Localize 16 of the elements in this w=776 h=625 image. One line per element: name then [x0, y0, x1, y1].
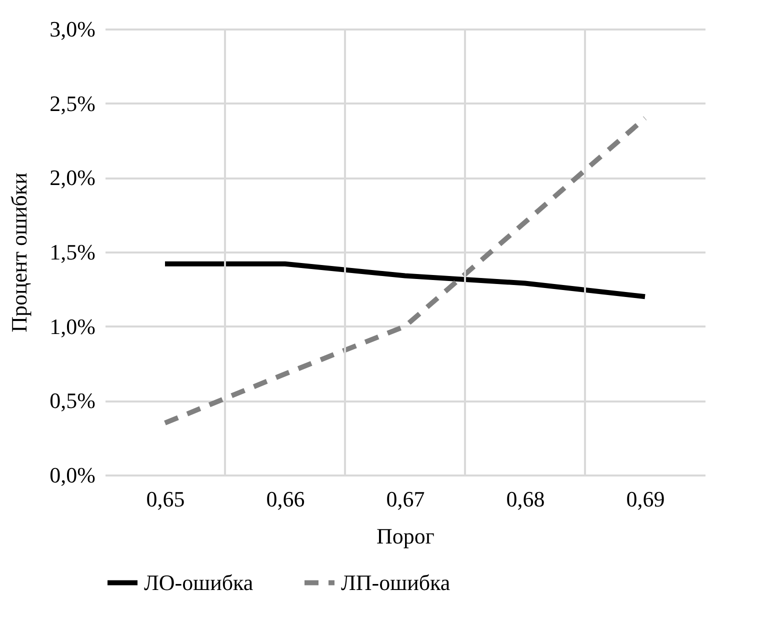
y-tick-label: 2,5%	[50, 90, 96, 116]
x-axis-title: Порог	[376, 524, 434, 548]
x-tick-label: 0,69	[626, 486, 665, 512]
x-tick-label: 0,67	[386, 486, 425, 512]
y-tick-label: 3,0%	[50, 16, 96, 42]
y-tick-label: 0,5%	[50, 388, 96, 414]
y-axis-title: Процент ошибки	[6, 172, 32, 332]
y-tick-label: 2,0%	[50, 165, 96, 190]
y-tick-label: 1,5%	[50, 240, 96, 264]
legend-label: ЛО-ошибка	[144, 570, 254, 595]
x-tick-label: 0,65	[146, 486, 185, 512]
y-tick-label: 1,0%	[50, 314, 96, 339]
legend-label: ЛП-ошибка	[341, 570, 450, 595]
y-tick-label: 0,0%	[50, 462, 96, 488]
x-tick-label: 0,66	[266, 486, 305, 512]
x-tick-label: 0,68	[506, 486, 545, 512]
